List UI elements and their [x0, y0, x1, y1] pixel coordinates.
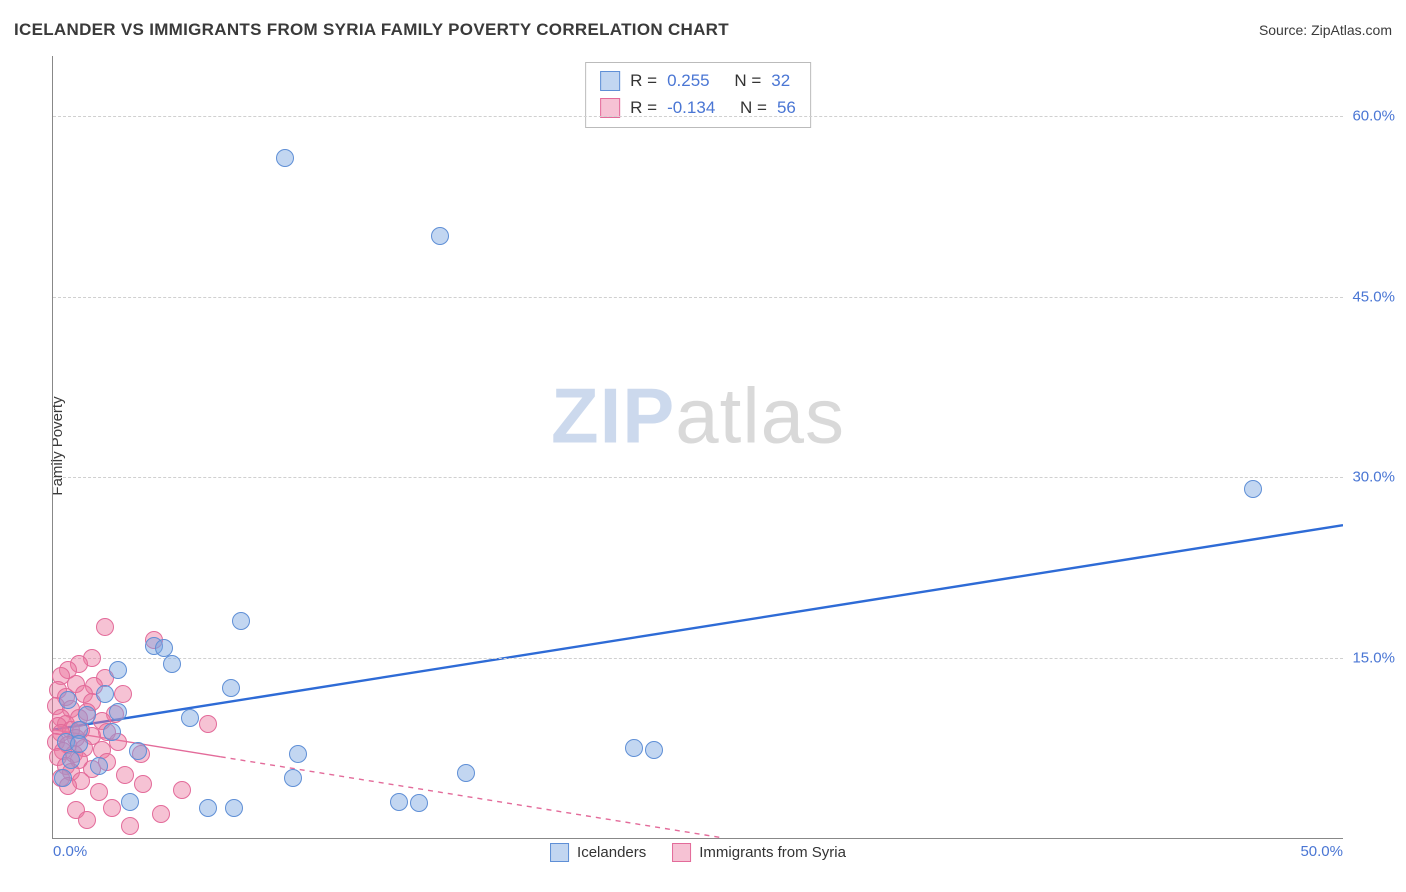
data-point: [410, 794, 428, 812]
legend-label: Immigrants from Syria: [699, 844, 846, 861]
y-tick-label: 45.0%: [1347, 288, 1395, 305]
stats-legend: R = 0.255 N = 32 R = -0.134 N = 56: [585, 62, 811, 128]
data-point: [78, 811, 96, 829]
data-point: [152, 805, 170, 823]
stats-row-syria: R = -0.134 N = 56: [600, 94, 796, 121]
bottom-legend: Icelanders Immigrants from Syria: [550, 843, 846, 862]
plot-area: ZIPatlas R = 0.255 N = 32 R = -0.134 N =…: [52, 56, 1343, 839]
gridline: [53, 658, 1343, 659]
legend-swatch-icon: [672, 843, 691, 862]
data-point: [134, 775, 152, 793]
data-point: [90, 757, 108, 775]
y-tick-label: 15.0%: [1347, 649, 1395, 666]
data-point: [54, 769, 72, 787]
x-tick-label: 0.0%: [53, 843, 87, 860]
y-tick-label: 60.0%: [1347, 108, 1395, 125]
data-point: [109, 661, 127, 679]
watermark-atlas: atlas: [675, 371, 845, 459]
n-label: N =: [734, 67, 761, 94]
data-point: [121, 793, 139, 811]
data-point: [284, 769, 302, 787]
data-point: [232, 612, 250, 630]
gridline: [53, 297, 1343, 298]
legend-item-icelanders: Icelanders: [550, 843, 646, 862]
y-tick-label: 30.0%: [1347, 469, 1395, 486]
data-point: [390, 793, 408, 811]
data-point: [59, 691, 77, 709]
legend-swatch-icon: [600, 71, 620, 91]
data-point: [173, 781, 191, 799]
data-point: [90, 783, 108, 801]
data-point: [163, 655, 181, 673]
r-value: -0.134: [667, 94, 715, 121]
data-point: [1244, 480, 1262, 498]
data-point: [199, 799, 217, 817]
r-value: 0.255: [667, 67, 710, 94]
data-point: [109, 703, 127, 721]
title-bar: ICELANDER VS IMMIGRANTS FROM SYRIA FAMIL…: [14, 20, 1392, 40]
data-point: [121, 817, 139, 835]
data-point: [70, 735, 88, 753]
watermark: ZIPatlas: [551, 370, 845, 461]
data-point: [96, 685, 114, 703]
data-point: [225, 799, 243, 817]
data-point: [114, 685, 132, 703]
data-point: [431, 227, 449, 245]
data-point: [103, 799, 121, 817]
chart-title: ICELANDER VS IMMIGRANTS FROM SYRIA FAMIL…: [14, 20, 729, 40]
legend-item-syria: Immigrants from Syria: [672, 843, 846, 862]
n-value: 56: [777, 94, 796, 121]
data-point: [103, 723, 121, 741]
data-point: [625, 739, 643, 757]
data-point: [62, 751, 80, 769]
r-label: R =: [630, 94, 657, 121]
n-value: 32: [771, 67, 790, 94]
watermark-zip: ZIP: [551, 371, 675, 459]
legend-swatch-icon: [600, 98, 620, 118]
legend-label: Icelanders: [577, 844, 646, 861]
data-point: [96, 618, 114, 636]
data-point: [129, 742, 147, 760]
data-point: [289, 745, 307, 763]
stats-row-icelanders: R = 0.255 N = 32: [600, 67, 796, 94]
trend-lines-layer: [53, 56, 1343, 838]
data-point: [276, 149, 294, 167]
data-point: [116, 766, 134, 784]
legend-swatch-icon: [550, 843, 569, 862]
n-label: N =: [740, 94, 767, 121]
gridline: [53, 116, 1343, 117]
data-point: [181, 709, 199, 727]
data-point: [199, 715, 217, 733]
data-point: [645, 741, 663, 759]
x-tick-label: 50.0%: [1300, 843, 1343, 860]
gridline: [53, 477, 1343, 478]
r-label: R =: [630, 67, 657, 94]
source-attribution: Source: ZipAtlas.com: [1259, 22, 1392, 38]
data-point: [457, 764, 475, 782]
data-point: [222, 679, 240, 697]
